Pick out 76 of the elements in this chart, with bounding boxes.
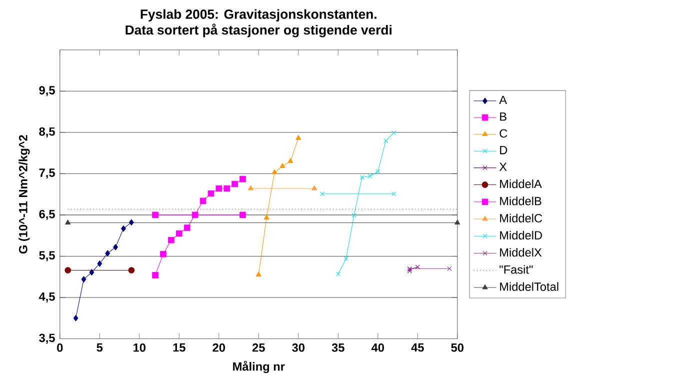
y-tick-label: 7,5 xyxy=(39,168,55,179)
point xyxy=(240,212,246,218)
point xyxy=(360,174,364,180)
y-axis-title: G (10^-11 Nm^2/kg^2 xyxy=(18,134,30,254)
point xyxy=(81,276,86,282)
point xyxy=(168,236,174,244)
point xyxy=(192,212,198,218)
point xyxy=(128,266,135,274)
point xyxy=(200,198,206,204)
x-tick-label: 0 xyxy=(57,343,63,352)
x-tick-label: 15 xyxy=(173,343,186,352)
x-tick-label: 45 xyxy=(411,343,424,352)
point xyxy=(176,230,182,237)
point xyxy=(272,169,278,174)
legend-label: X xyxy=(499,162,507,171)
legend-label: MiddelX xyxy=(500,248,542,257)
y-tick-label: 9,5 xyxy=(39,86,55,96)
legend-label: MiddelTotal xyxy=(500,282,558,291)
point xyxy=(64,266,72,274)
point xyxy=(384,138,388,143)
point xyxy=(129,219,134,226)
point xyxy=(320,191,325,196)
point xyxy=(415,264,420,270)
point xyxy=(97,260,102,267)
x-tick-label: 40 xyxy=(371,343,384,352)
legend-label: A xyxy=(499,96,507,104)
x-tick-label: 20 xyxy=(212,343,225,352)
point xyxy=(352,212,356,218)
y-tick-label: 6,5 xyxy=(39,210,55,220)
point xyxy=(73,314,78,322)
legend-label: MiddelC xyxy=(500,214,542,222)
point xyxy=(256,271,262,276)
legend-label: MiddelD xyxy=(500,230,542,240)
x-tick-label: 25 xyxy=(252,343,265,352)
chart-title: Fyslab 2005: Gravitasjonskonstanten. xyxy=(140,9,376,22)
y-tick-label: 4,5 xyxy=(38,292,55,302)
point xyxy=(391,130,396,135)
x-tick-label: 5 xyxy=(96,343,103,352)
point xyxy=(208,190,214,196)
point xyxy=(113,244,118,250)
point xyxy=(296,134,302,140)
point xyxy=(216,185,222,192)
legend-label: C xyxy=(500,129,508,138)
x-tick-label: 35 xyxy=(332,343,344,352)
legend-label: D xyxy=(500,146,508,154)
legend-label: "Fasit" xyxy=(500,264,533,274)
point xyxy=(152,212,158,218)
point xyxy=(280,162,286,168)
point xyxy=(152,272,158,278)
legend-label: MiddelA xyxy=(500,179,542,188)
x-tick-label: 10 xyxy=(134,343,146,352)
x-axis-title: Måling nr xyxy=(233,360,285,373)
legend-label: MiddelB xyxy=(500,196,542,206)
point xyxy=(121,225,126,232)
y-tick-label: 8,5 xyxy=(39,127,55,138)
point xyxy=(288,158,294,163)
x-tick-label: 30 xyxy=(292,343,304,352)
point xyxy=(447,266,452,271)
point xyxy=(391,191,396,196)
point xyxy=(89,269,94,276)
point xyxy=(368,174,372,178)
y-tick-label: 5,5 xyxy=(39,251,55,262)
point xyxy=(232,180,238,187)
x-tick-label: 50 xyxy=(451,343,464,352)
chart-subtitle: Data sortert på stasjoner og stigende verdi xyxy=(126,24,392,38)
legend-label: B xyxy=(500,112,506,121)
point xyxy=(240,176,246,182)
point xyxy=(264,214,270,220)
point xyxy=(224,185,230,192)
point xyxy=(344,256,348,261)
point xyxy=(336,272,340,276)
point xyxy=(376,169,380,174)
y-tick-label: 3,5 xyxy=(39,334,55,344)
point xyxy=(184,224,190,231)
point xyxy=(105,250,110,256)
point xyxy=(160,250,166,258)
